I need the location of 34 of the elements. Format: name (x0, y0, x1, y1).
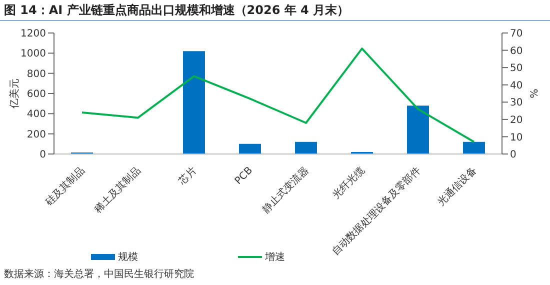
y2-tick-label: 40 (510, 80, 523, 92)
x-tick-label: 光通信设备 (435, 164, 479, 208)
bar (463, 142, 485, 154)
y-tick-label: 600 (26, 89, 46, 100)
x-tick-label: 芯片 (176, 164, 199, 188)
y2-tick-label: 50 (510, 63, 523, 74)
line-series (81, 48, 475, 143)
bar (183, 51, 205, 154)
y-tick-label: 1200 (20, 28, 46, 40)
x-tick-label: 硅及其制品 (42, 164, 87, 210)
y2-axis-title: % (530, 88, 541, 98)
bar (239, 144, 261, 154)
x-tick-label: 静止式变流器 (260, 164, 311, 216)
y2-tick-label: 20 (510, 114, 523, 126)
y-tick-label: 400 (26, 109, 46, 120)
x-tick-label: 光纤光缆 (330, 164, 367, 202)
y2-tick-label: 30 (510, 98, 523, 109)
y2-tick-label: 60 (510, 46, 523, 57)
y-tick-label: 1000 (20, 48, 46, 60)
y-tick-label: 800 (26, 68, 46, 80)
legend-label: 增速 (264, 250, 285, 264)
y2-tick-label: 0 (510, 150, 516, 161)
y-tick-label: 200 (26, 129, 46, 140)
chart-title: 图 14：AI 产业链重点商品出口规模和增速（2026 年 4 月末） (0, 0, 550, 21)
x-tick-label: PCB (233, 165, 256, 188)
legend-label: 规模 (117, 250, 138, 264)
bar (295, 142, 317, 154)
x-tick-label: 稀土及其制品 (92, 164, 143, 216)
bar (407, 106, 429, 154)
source-note: 数据来源：海关总署，中国民生银行研究院 (4, 268, 194, 281)
y2-tick-label: 70 (510, 28, 523, 40)
y2-tick-label: 10 (510, 132, 523, 144)
y-axis-title: 亿美元 (8, 78, 21, 110)
y-tick-label: 0 (40, 150, 46, 161)
